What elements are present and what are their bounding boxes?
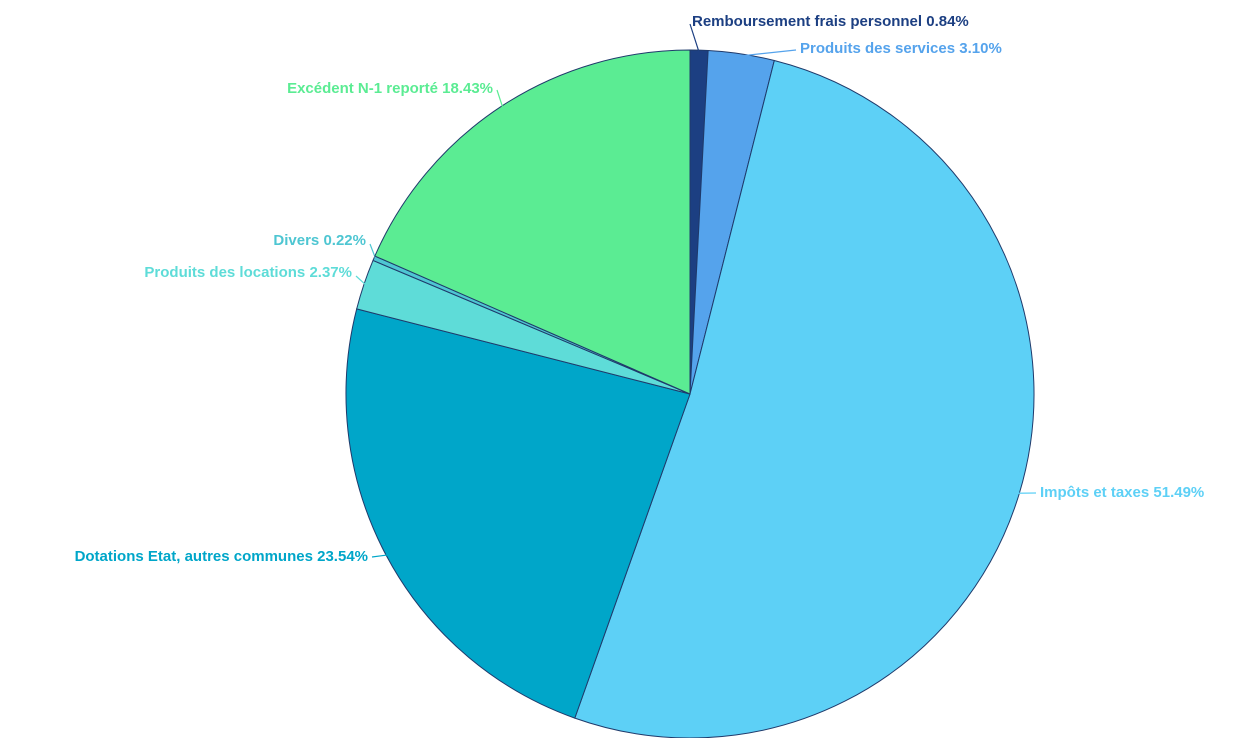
slice-value: 0.22% <box>323 232 366 249</box>
leader-line <box>369 243 377 260</box>
slice-name: Produits des services <box>800 40 959 57</box>
slice-label: Produits des services 3.10% <box>800 40 1002 57</box>
slice-label: Produits des locations 2.37% <box>144 264 352 281</box>
pie-slice <box>345 308 691 719</box>
slice-name: Divers <box>273 232 319 249</box>
slice-name: Impôts et taxes <box>1040 484 1149 501</box>
slice-value: 3.10% <box>959 40 1002 57</box>
leader-line <box>371 554 389 558</box>
slice-value: 2.37% <box>309 264 352 281</box>
slice-name: Remboursement frais personnel <box>692 13 922 30</box>
slice-label: Dotations Etat, autres communes 23.54% <box>75 548 368 565</box>
slice-name: Excédent N-1 reporté <box>287 80 438 97</box>
slice-label: Impôts et taxes 51.49% <box>1040 484 1204 501</box>
slice-value: 18.43% <box>442 80 493 97</box>
slice-label: Divers 0.22% <box>273 232 366 249</box>
slice-name: Produits des locations <box>144 264 305 281</box>
leader-line <box>355 275 367 286</box>
slice-value: 51.49% <box>1153 484 1204 501</box>
leader-line <box>741 49 797 57</box>
leader-line <box>689 23 700 53</box>
slice-label: Remboursement frais personnel 0.84% <box>692 13 969 30</box>
slice-value: 0.84% <box>926 13 969 30</box>
slice-value: 23.54% <box>317 548 368 565</box>
slice-label: Excédent N-1 reporté 18.43% <box>287 80 493 97</box>
leader-line <box>496 89 504 108</box>
slice-name: Dotations Etat, autres communes <box>75 548 313 565</box>
